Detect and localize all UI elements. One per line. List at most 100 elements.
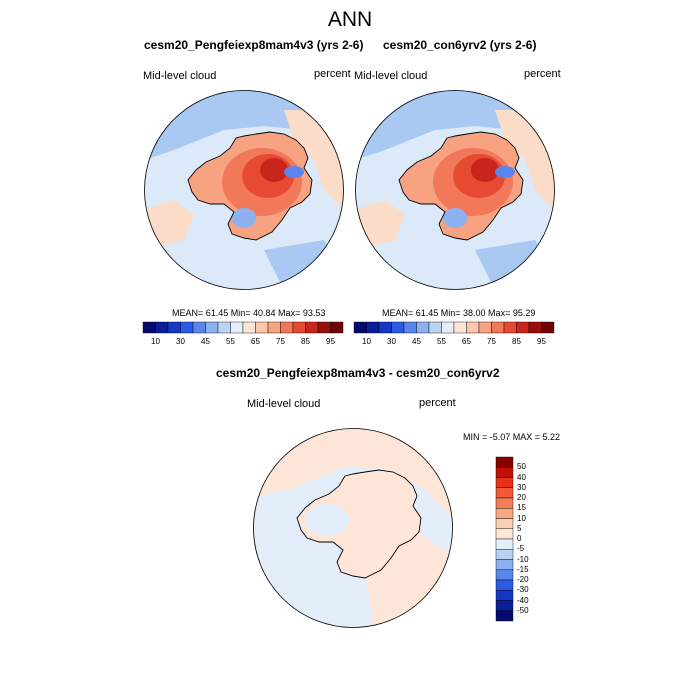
colorbar-segment xyxy=(155,321,169,334)
colorbar-tick-label: 10 xyxy=(517,513,526,523)
colorbar-segment xyxy=(495,549,514,560)
colorbar-tick-label: 85 xyxy=(512,337,521,346)
colorbar-tick-label: 75 xyxy=(487,337,496,346)
colorbar-segment xyxy=(495,467,514,478)
north-cloud-band xyxy=(144,90,344,160)
peak-cloud-region xyxy=(260,158,288,182)
colorbar-segment xyxy=(541,321,555,334)
colorbar-segment xyxy=(280,321,294,334)
colorbar-segment xyxy=(495,528,514,540)
colorbar-segment xyxy=(428,321,442,334)
colorbar-tick-label: 30 xyxy=(387,337,396,346)
colorbar-tick-label: 30 xyxy=(517,482,526,492)
colorbar-segment xyxy=(495,487,514,499)
diff-panel-title: cesm20_Pengfeiexp8mam4v3 - cesm20_con6yr… xyxy=(216,366,500,380)
diff-panel-units-label: percent xyxy=(419,397,456,409)
panel-2-variable-label: Mid-level cloud xyxy=(354,70,428,82)
main-title: ANN xyxy=(327,8,373,31)
colorbar-tick-label: 15 xyxy=(517,503,526,513)
colorbar-tick-label: -5 xyxy=(517,544,525,554)
colorbar-segment xyxy=(466,321,480,334)
colorbar-segment xyxy=(495,610,514,622)
colorbar-segment xyxy=(495,579,514,591)
colorbar-tick-label: 45 xyxy=(412,337,421,346)
colorbar-segment xyxy=(267,321,281,334)
colorbar-segment xyxy=(495,518,514,529)
diff-panel-variable-label: Mid-level cloud xyxy=(247,398,321,410)
panel-1-variable-label: Mid-level cloud xyxy=(143,70,217,82)
colorbar-tick-label: 65 xyxy=(251,337,260,346)
colorbar-tick-label: 10 xyxy=(362,337,371,346)
low-cloud-region xyxy=(232,208,256,228)
colorbar-segment xyxy=(495,508,514,519)
colorbar-segment xyxy=(416,321,430,334)
colorbar-tick-label: -15 xyxy=(517,564,529,574)
colorbar-segment xyxy=(403,321,417,334)
colorbar-tick-label: 55 xyxy=(437,337,446,346)
map-border xyxy=(144,90,344,290)
colorbar-tick-label: -20 xyxy=(517,575,529,584)
peak-cloud-region xyxy=(471,158,499,182)
north-cloud-band xyxy=(355,90,555,160)
colorbar-segment xyxy=(528,321,542,334)
colorbar-panel-1 xyxy=(142,321,344,334)
colorbar-tick-label: 20 xyxy=(517,493,526,502)
panel-2-title: cesm20_con6yrv2 (yrs 2-6) xyxy=(383,38,537,52)
colorbar-segment xyxy=(142,321,156,334)
map-panel-1 xyxy=(144,90,344,290)
colorbar-tick-label: 65 xyxy=(462,337,471,346)
colorbar-segment xyxy=(495,538,514,550)
panel-2-units-label: percent xyxy=(524,68,561,80)
colorbar-segment xyxy=(516,321,530,334)
colorbar-difference xyxy=(495,456,514,622)
colorbar-segment xyxy=(242,321,256,334)
colorbar-segment xyxy=(180,321,194,334)
colorbar-tick-label: 95 xyxy=(326,337,335,346)
colorbar-tick-label: -30 xyxy=(517,585,529,595)
colorbar-segment xyxy=(167,321,181,334)
map-difference xyxy=(253,428,453,628)
colorbar-segment xyxy=(317,321,331,334)
colorbar-tick-label: 40 xyxy=(517,472,526,482)
colorbar-segment xyxy=(495,590,514,601)
colorbar-tick-label: 0 xyxy=(517,534,522,543)
low-cloud-region-east xyxy=(284,166,304,178)
low-cloud-region-east xyxy=(495,166,515,178)
panel-2-stats: MEAN= 61.45 Min= 38.00 Max= 95.29 xyxy=(382,308,536,318)
colorbar-tick-label: 50 xyxy=(517,462,526,472)
colorbar-tick-label: -40 xyxy=(517,595,529,605)
colorbar-tick-label: 30 xyxy=(176,337,185,346)
diff-panel-stats: MIN = -5.07 MAX = 5.22 xyxy=(463,432,561,442)
colorbar-segment xyxy=(292,321,306,334)
colorbar-segment xyxy=(495,456,514,468)
colorbar-segment xyxy=(495,497,514,509)
colorbar-segment xyxy=(192,321,206,334)
colorbar-tick-label: 95 xyxy=(537,337,546,346)
colorbar-tick-label: 5 xyxy=(517,523,522,533)
colorbar-tick-label: 55 xyxy=(226,337,235,346)
coastline xyxy=(398,131,524,241)
colorbar-segment xyxy=(478,321,492,334)
colorbar-segment xyxy=(495,559,514,570)
continent-difference-field xyxy=(297,470,421,578)
colorbar-segment xyxy=(453,321,467,334)
colorbar-segment xyxy=(378,321,392,334)
colorbar-segment xyxy=(391,321,405,334)
colorbar-panel-2 xyxy=(353,321,555,334)
panel-1-stats: MEAN= 61.45 Min= 40.84 Max= 93.53 xyxy=(172,308,326,318)
positive-difference-north xyxy=(253,428,453,518)
colorbar-segment xyxy=(230,321,244,334)
colorbar-segment xyxy=(441,321,455,334)
map-border xyxy=(355,90,555,290)
colorbar-segment xyxy=(330,321,344,334)
low-cloud-region xyxy=(443,208,467,228)
colorbar-segment xyxy=(366,321,380,334)
colorbar-segment xyxy=(503,321,517,334)
coastline xyxy=(187,131,313,241)
colorbar-tick-label: 45 xyxy=(201,337,210,346)
negative-difference-west xyxy=(305,504,349,536)
colorbar-segment xyxy=(205,321,219,334)
map-border xyxy=(253,428,453,628)
panel-1-units-label: percent xyxy=(314,68,351,80)
colorbar-segment xyxy=(495,477,514,488)
